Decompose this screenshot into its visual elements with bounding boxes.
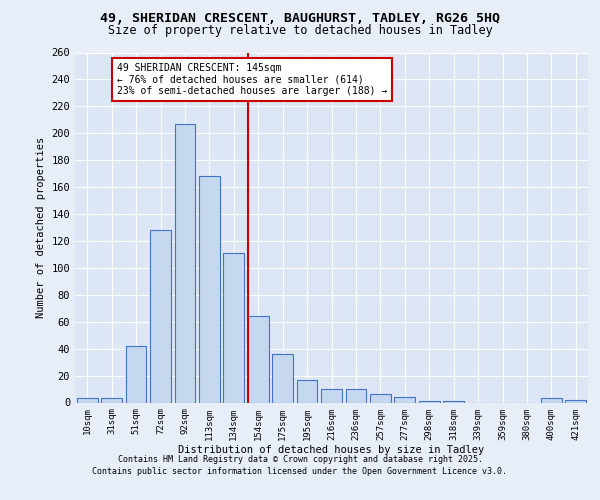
Bar (77, 398, 98, 402)
Bar (199, 176, 220, 402)
Text: Size of property relative to detached houses in Tadley: Size of property relative to detached ho… (107, 24, 493, 37)
Bar (175, 124, 196, 402)
Y-axis label: Number of detached properties: Number of detached properties (36, 137, 46, 318)
Bar (125, 346, 146, 403)
Text: Contains HM Land Registry data © Crown copyright and database right 2025.: Contains HM Land Registry data © Crown c… (118, 455, 482, 464)
Bar (541, 398, 562, 402)
Bar (223, 253, 244, 402)
Bar (296, 380, 317, 402)
Bar (370, 394, 391, 402)
Bar (346, 389, 367, 402)
Text: 49, SHERIDAN CRESCENT, BAUGHURST, TADLEY, RG26 5HQ: 49, SHERIDAN CRESCENT, BAUGHURST, TADLEY… (100, 12, 500, 26)
Bar (248, 316, 269, 402)
Bar (394, 397, 415, 402)
Bar (101, 398, 122, 402)
X-axis label: Distribution of detached houses by size in Tadley: Distribution of detached houses by size … (178, 445, 485, 455)
Bar (272, 354, 293, 403)
Bar (565, 400, 586, 402)
Bar (321, 389, 342, 402)
Text: Contains public sector information licensed under the Open Government Licence v3: Contains public sector information licen… (92, 468, 508, 476)
Text: 49 SHERIDAN CRESCENT: 145sqm
← 76% of detached houses are smaller (614)
23% of s: 49 SHERIDAN CRESCENT: 145sqm ← 76% of de… (116, 64, 387, 96)
Bar (419, 401, 440, 402)
Bar (150, 230, 171, 402)
Bar (443, 401, 464, 402)
